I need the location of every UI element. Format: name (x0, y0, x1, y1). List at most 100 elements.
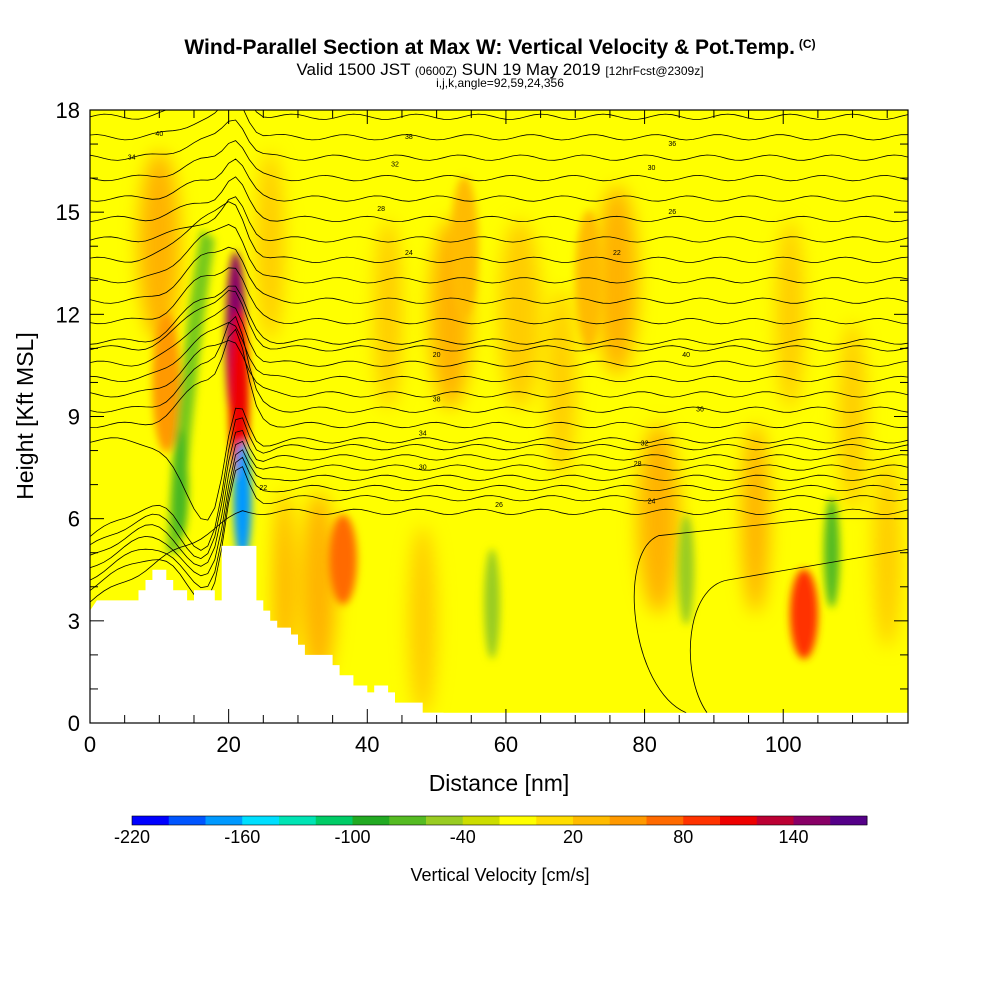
colorbar-tick-label: -100 (334, 827, 370, 847)
updraft-cell (790, 569, 819, 660)
chart-title: Wind-Parallel Section at Max W: Vertical… (184, 36, 816, 59)
colorbar-tick-label: 20 (563, 827, 583, 847)
velocity-streak (595, 185, 638, 376)
theta-contour (90, 224, 908, 284)
theta-contour-label: 34 (419, 431, 427, 438)
colorbar-swatch (389, 816, 427, 825)
updraft-cell (152, 312, 181, 453)
y-tick-label: 15 (56, 200, 80, 225)
y-tick-label: 3 (68, 609, 80, 634)
terrain-profile (90, 545, 908, 723)
colorbar-swatch (609, 816, 647, 825)
theta-contour-label: 36 (696, 407, 704, 414)
x-tick-label: 40 (355, 732, 379, 757)
theta-contour (90, 440, 908, 567)
colorbar-swatch (720, 816, 758, 825)
theta-contour (90, 267, 908, 325)
velocity-streak (776, 219, 805, 410)
theta-contour-label: 32 (391, 161, 399, 168)
colorbar-swatch (756, 816, 794, 825)
theta-contour-label: 40 (155, 131, 163, 138)
colorbar-swatch (683, 816, 721, 825)
terrain (90, 545, 908, 723)
colorbar-label: Vertical Velocity [cm/s] (410, 865, 589, 885)
velocity-streak (256, 151, 285, 342)
theta-contour (90, 304, 908, 367)
colorbar-tick-label: 140 (778, 827, 808, 847)
theta-contour (90, 290, 908, 352)
x-axis-label: Distance [nm] (429, 770, 570, 796)
downdraft-cell (678, 514, 695, 625)
x-tick-label: 80 (632, 732, 656, 757)
chart-subtitle: Valid 1500 JST (0600Z) SUN 19 May 2019 [… (296, 60, 704, 79)
theta-contour (90, 407, 908, 521)
colorbar-swatch (793, 816, 831, 825)
colorbar-tick-label: -220 (114, 827, 150, 847)
theta-contour (90, 119, 908, 161)
colorbar: -220 -160 -100 -40 20 80 140 (114, 815, 868, 847)
theta-contour-label: 32 (641, 441, 649, 448)
theta-contour-label: 28 (634, 461, 642, 468)
colorbar-swatch (426, 816, 464, 825)
theta-contour (90, 140, 908, 182)
theta-contour (90, 285, 908, 345)
theta-contour-label: 40 (682, 352, 690, 359)
velocity-streak (374, 219, 403, 410)
theta-contour (690, 548, 908, 714)
updraft-cell (329, 514, 358, 605)
downdraft-cell (484, 548, 501, 659)
theta-contour (90, 430, 908, 560)
colorbar-swatch (205, 816, 243, 825)
theta-contour (90, 110, 908, 141)
velocity-streak (741, 423, 770, 614)
colorbar-swatch (536, 816, 574, 825)
theta-contour (90, 328, 908, 429)
colorbar-swatch (279, 816, 317, 825)
chart-params: i,j,k,angle=92,59,24,356 (436, 76, 564, 90)
velocity-streak (838, 321, 867, 512)
theta-contour-label: 28 (377, 206, 385, 213)
theta-contour (90, 322, 908, 383)
colorbar-swatch (242, 816, 280, 825)
colorbar-swatch (646, 816, 684, 825)
colorbar-swatch (499, 816, 537, 825)
theta-contour-label: 24 (648, 499, 656, 506)
theta-contour (90, 158, 908, 202)
y-tick-label: 12 (56, 302, 80, 327)
theta-contour-label: 34 (128, 155, 136, 162)
theta-contour (633, 518, 908, 714)
theta-contour (90, 456, 908, 589)
colorbar-swatch (573, 816, 611, 825)
y-axis-label: Height [Kft MSL] (12, 332, 38, 499)
colorbar-frame (131, 815, 868, 826)
theta-contour (90, 110, 908, 120)
velocity-streak (637, 423, 680, 614)
theta-contour-label: 26 (495, 502, 503, 509)
theta-contour (90, 176, 908, 223)
theta-contours: 40 38 36 34 32 30 28 26 24 22 20 40 38 36 34 32 30 28 26 24… (90, 110, 908, 714)
theta-contour (90, 201, 908, 263)
velocity-streak (138, 151, 181, 342)
theta-contour-label: 38 (433, 396, 441, 403)
theta-contour-label: 22 (259, 485, 267, 492)
terrain-base (90, 712, 908, 723)
theta-contour-label: 26 (668, 209, 676, 216)
colorbar-swatch (352, 816, 390, 825)
theta-contour-label: 24 (405, 250, 413, 257)
theta-contour (90, 246, 908, 304)
x-axis: 0 20 40 60 80 100 (84, 110, 888, 757)
downdraft-band (166, 229, 215, 553)
theta-contour (90, 466, 908, 601)
velocity-streak (301, 491, 337, 682)
theta-contour-label: 36 (668, 141, 676, 148)
colorbar-swatch (168, 816, 206, 825)
y-tick-label: 9 (68, 405, 80, 430)
theta-contour (90, 339, 908, 398)
theta-contour-label: 20 (433, 352, 441, 359)
downdraft-cell (823, 497, 840, 608)
colorbar-swatch (132, 816, 170, 825)
colorbar-tick-label: -160 (224, 827, 260, 847)
theta-contour-label: 22 (613, 250, 621, 257)
velocity-streak (408, 525, 437, 716)
